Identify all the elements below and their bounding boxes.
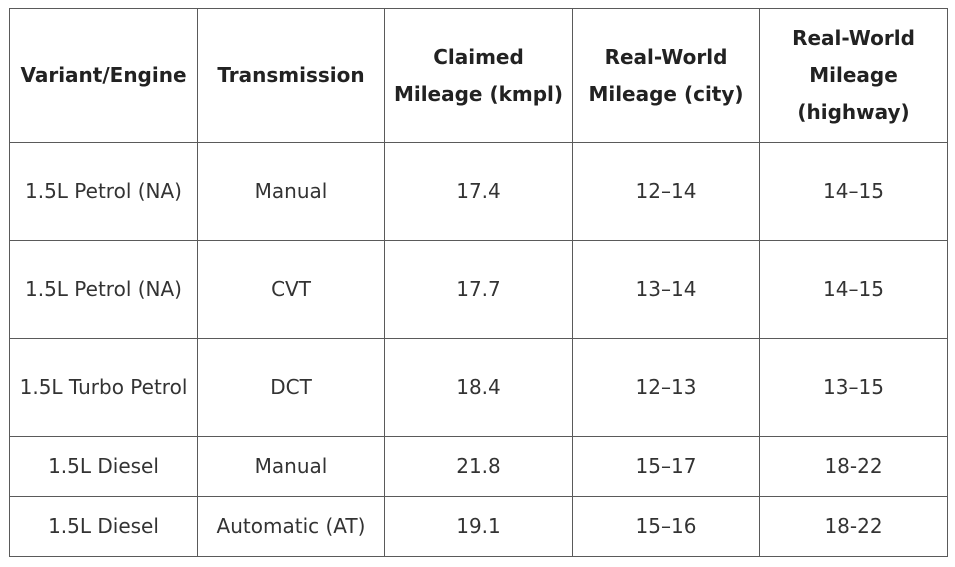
header-real-world-highway: Real-World Mileage (highway) [759, 8, 948, 143]
cell-claimed-mileage: 19.1 [384, 496, 573, 557]
cell-claimed-mileage: 17.7 [384, 240, 573, 339]
header-variant-engine: Variant/Engine [9, 8, 198, 143]
table-row: 1.5L Diesel Automatic (AT) 19.1 15–16 18… [9, 496, 948, 557]
cell-claimed-mileage: 18.4 [384, 338, 573, 437]
cell-claimed-mileage: 21.8 [384, 436, 573, 497]
cell-variant-engine: 1.5L Diesel [9, 436, 198, 497]
cell-transmission: Manual [197, 142, 385, 241]
table-row: 1.5L Petrol (NA) Manual 17.4 12–14 14–15 [9, 142, 948, 241]
cell-real-world-city: 13–14 [572, 240, 760, 339]
table-header-row: Variant/Engine Transmission Claimed Mile… [9, 8, 948, 143]
cell-transmission: CVT [197, 240, 385, 339]
cell-real-world-highway: 14–15 [759, 240, 948, 339]
cell-variant-engine: 1.5L Diesel [9, 496, 198, 557]
cell-real-world-city: 12–14 [572, 142, 760, 241]
cell-variant-engine: 1.5L Petrol (NA) [9, 142, 198, 241]
cell-real-world-highway: 18-22 [759, 496, 948, 557]
cell-transmission: Manual [197, 436, 385, 497]
cell-transmission: Automatic (AT) [197, 496, 385, 557]
cell-real-world-city: 15–16 [572, 496, 760, 557]
cell-variant-engine: 1.5L Turbo Petrol [9, 338, 198, 437]
mileage-table: Variant/Engine Transmission Claimed Mile… [9, 8, 948, 557]
table-row: 1.5L Turbo Petrol DCT 18.4 12–13 13–15 [9, 338, 948, 437]
table-row: 1.5L Diesel Manual 21.8 15–17 18-22 [9, 436, 948, 497]
header-transmission: Transmission [197, 8, 385, 143]
header-real-world-city: Real-World Mileage (city) [572, 8, 760, 143]
cell-variant-engine: 1.5L Petrol (NA) [9, 240, 198, 339]
header-claimed-mileage: Claimed Mileage (kmpl) [384, 8, 573, 143]
table-row: 1.5L Petrol (NA) CVT 17.7 13–14 14–15 [9, 240, 948, 339]
cell-real-world-city: 12–13 [572, 338, 760, 437]
cell-transmission: DCT [197, 338, 385, 437]
mileage-table-container: Variant/Engine Transmission Claimed Mile… [9, 8, 948, 557]
cell-real-world-highway: 14–15 [759, 142, 948, 241]
cell-claimed-mileage: 17.4 [384, 142, 573, 241]
cell-real-world-highway: 13–15 [759, 338, 948, 437]
cell-real-world-highway: 18-22 [759, 436, 948, 497]
cell-real-world-city: 15–17 [572, 436, 760, 497]
